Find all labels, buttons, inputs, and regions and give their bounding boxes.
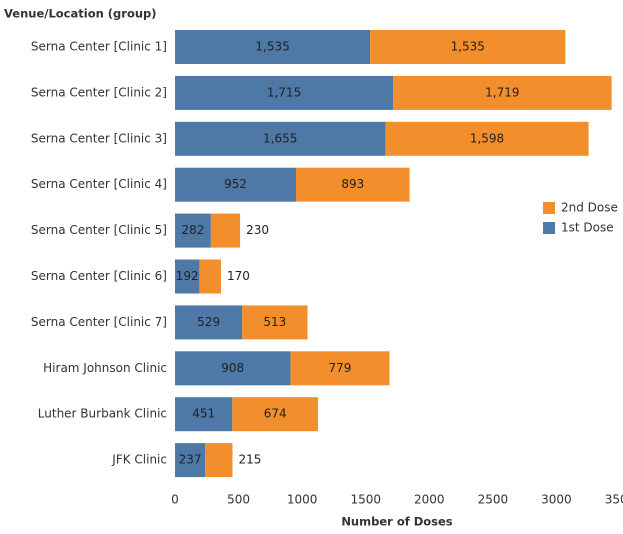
bar-segment [296, 167, 410, 202]
y-tick-label: Serna Center [Clinic 2] [31, 85, 167, 99]
x-tick-label: 0 [171, 493, 179, 507]
value-label: 1,535 [451, 40, 485, 54]
bar-segment [175, 443, 206, 478]
value-label: 513 [263, 315, 286, 329]
legend-swatch [543, 222, 555, 234]
y-tick-label: Serna Center [Clinic 3] [31, 131, 167, 145]
value-label: 215 [238, 453, 261, 467]
y-axis-title: Venue/Location (group) [4, 7, 157, 21]
x-tick-label: 2500 [478, 493, 509, 507]
value-label: 282 [181, 223, 204, 237]
y-tick-label: Serna Center [Clinic 7] [31, 315, 167, 329]
value-label: 230 [246, 223, 269, 237]
y-tick-label: Luther Burbank Clinic [38, 407, 167, 421]
bar-segment [199, 259, 222, 294]
value-label: 952 [224, 177, 247, 191]
value-label: 192 [176, 269, 199, 283]
y-tick-label: Serna Center [Clinic 1] [31, 40, 167, 54]
value-label: 779 [329, 361, 352, 375]
bar-segment [175, 167, 297, 202]
value-label: 674 [264, 407, 287, 421]
x-tick-label: 500 [227, 493, 250, 507]
value-label: 1,719 [485, 85, 519, 99]
x-tick-label: 1500 [350, 493, 381, 507]
bar-segment [290, 351, 390, 386]
y-tick-label: Serna Center [Clinic 4] [31, 177, 167, 191]
bar-segment [175, 351, 291, 386]
value-label: 1,598 [470, 131, 504, 145]
bar-segment [242, 305, 308, 340]
value-label: 893 [341, 177, 364, 191]
x-tick-label: 3000 [541, 493, 572, 507]
y-tick-label: Hiram Johnson Clinic [43, 361, 167, 375]
y-tick-label: JFK Clinic [111, 453, 167, 467]
x-axis-title: Number of Doses [341, 515, 452, 529]
bar-segment [175, 259, 200, 294]
legend-label: 2nd Dose [561, 201, 618, 215]
value-label: 170 [227, 269, 250, 283]
bar-segment [370, 30, 566, 64]
bar-segment [393, 75, 612, 110]
x-tick-label: 1000 [287, 493, 318, 507]
bar-segment [175, 213, 211, 248]
value-label: 1,535 [255, 40, 289, 54]
bar-segment [210, 213, 241, 248]
value-label: 908 [221, 361, 244, 375]
legend-swatch [543, 202, 555, 214]
value-label: 237 [179, 453, 202, 467]
y-tick-label: Serna Center [Clinic 6] [31, 269, 167, 283]
value-label: 529 [197, 315, 220, 329]
value-label: 451 [192, 407, 215, 421]
bar-segment [205, 443, 233, 478]
bar-segment [175, 397, 233, 432]
x-tick-label: 2000 [414, 493, 445, 507]
bar-segment [175, 30, 371, 64]
bar-segment [232, 397, 319, 432]
value-label: 1,655 [263, 131, 297, 145]
bar-segment [175, 121, 386, 156]
x-tick-label: 3500 [605, 493, 623, 507]
bar-segment [175, 75, 394, 110]
value-label: 1,715 [267, 85, 301, 99]
bar-segment [175, 305, 243, 340]
bar-segment [385, 121, 589, 156]
legend-label: 1st Dose [561, 221, 614, 235]
y-tick-label: Serna Center [Clinic 5] [31, 223, 167, 237]
